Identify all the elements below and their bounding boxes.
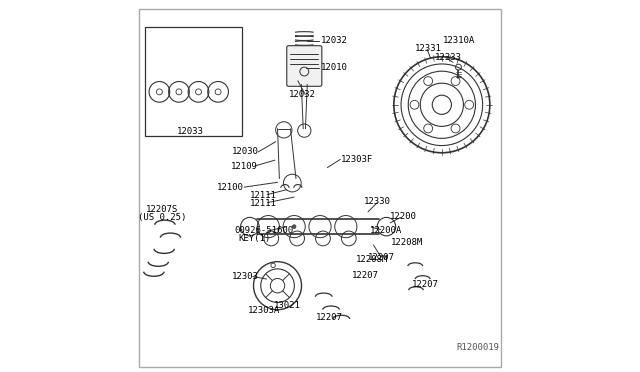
Circle shape — [292, 225, 296, 228]
Text: 12111: 12111 — [250, 199, 276, 208]
Text: 12032: 12032 — [289, 90, 316, 99]
Text: 12208M: 12208M — [391, 238, 423, 247]
Text: 12331: 12331 — [415, 44, 442, 53]
Text: 12303F: 12303F — [340, 155, 373, 164]
Text: R1200019: R1200019 — [456, 343, 500, 352]
Text: 12033: 12033 — [177, 127, 204, 136]
Text: (US 0.25): (US 0.25) — [138, 213, 186, 222]
Text: 12030: 12030 — [232, 147, 259, 156]
Bar — [145, 27, 243, 136]
Text: 13021: 13021 — [274, 301, 301, 311]
Text: 00926-51600: 00926-51600 — [234, 226, 294, 235]
Text: 12111: 12111 — [250, 191, 276, 200]
Text: 12333: 12333 — [435, 53, 462, 62]
Text: 12207: 12207 — [412, 280, 439, 289]
FancyBboxPatch shape — [287, 46, 322, 86]
Text: 12330: 12330 — [364, 198, 390, 206]
Text: 12100: 12100 — [216, 183, 243, 192]
Text: 12200: 12200 — [389, 212, 416, 221]
Text: 12303A: 12303A — [248, 306, 280, 315]
Text: 12207: 12207 — [368, 253, 395, 262]
Text: 12208M: 12208M — [356, 255, 388, 264]
Text: 12310A: 12310A — [443, 36, 475, 45]
Text: KEY(1): KEY(1) — [238, 234, 270, 243]
Text: 12032: 12032 — [321, 36, 348, 45]
Text: 12207: 12207 — [316, 312, 343, 321]
Text: 12303: 12303 — [232, 272, 259, 281]
Text: 12207S: 12207S — [146, 205, 178, 215]
Text: 12200A: 12200A — [370, 226, 402, 235]
Text: 12010: 12010 — [321, 63, 348, 72]
Text: 12207: 12207 — [351, 271, 378, 280]
Text: 12109: 12109 — [230, 162, 257, 171]
